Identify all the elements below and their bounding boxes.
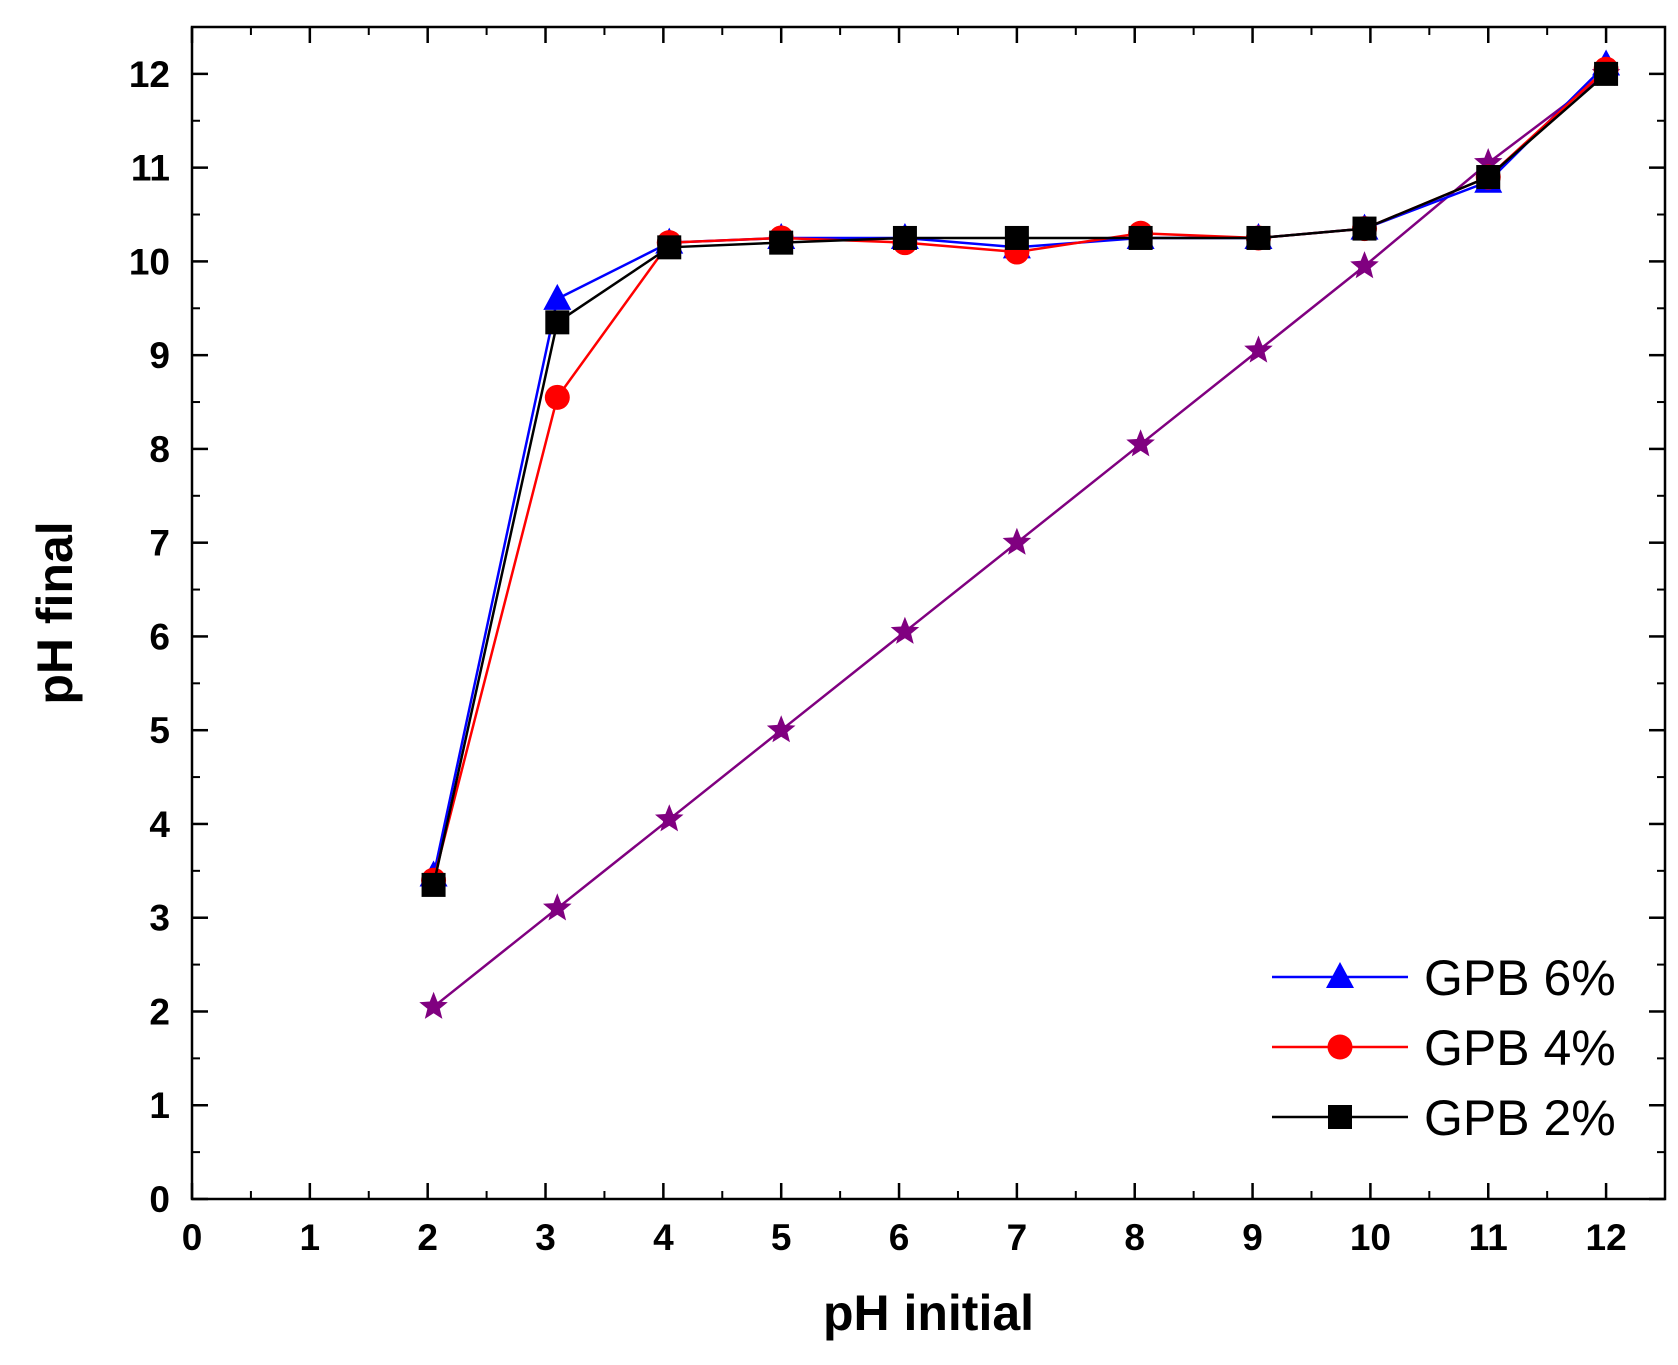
data-point bbox=[1476, 165, 1501, 190]
y-tick-label: 11 bbox=[131, 148, 170, 189]
data-point bbox=[766, 715, 796, 743]
series-layer bbox=[419, 49, 1621, 1019]
x-tick-label: 11 bbox=[1469, 1217, 1508, 1258]
y-tick-label: 3 bbox=[149, 898, 170, 939]
data-point bbox=[419, 991, 448, 1019]
x-tick-label: 12 bbox=[1586, 1217, 1627, 1258]
data-point bbox=[1246, 225, 1271, 250]
x-tick-label: 0 bbox=[182, 1217, 203, 1258]
data-point bbox=[421, 872, 446, 897]
x-tick-label: 1 bbox=[300, 1217, 321, 1258]
y-tick-label: 6 bbox=[149, 616, 170, 657]
legend-label: GPB 4% bbox=[1424, 1020, 1616, 1076]
data-point bbox=[1002, 527, 1032, 555]
x-tick-label: 9 bbox=[1242, 1217, 1263, 1258]
x-tick-label: 2 bbox=[417, 1217, 438, 1258]
x-tick-label: 5 bbox=[771, 1217, 792, 1258]
legend-item: GPB 6% bbox=[1272, 950, 1616, 1006]
x-tick-label: 7 bbox=[1007, 1217, 1028, 1258]
legend-item: GPB 4% bbox=[1272, 1020, 1616, 1076]
data-point bbox=[1594, 61, 1619, 86]
y-tick-label: 9 bbox=[149, 335, 170, 376]
data-point bbox=[1474, 148, 1503, 176]
y-tick-label: 7 bbox=[149, 523, 170, 564]
legend-marker bbox=[1326, 962, 1354, 988]
x-tick-label: 4 bbox=[653, 1217, 674, 1258]
legend-label: GPB 6% bbox=[1424, 950, 1616, 1006]
data-point bbox=[544, 384, 570, 410]
y-tick-label: 0 bbox=[149, 1179, 170, 1220]
legend-label: GPB 2% bbox=[1424, 1090, 1616, 1146]
data-point bbox=[1352, 216, 1377, 241]
x-tick-label: 3 bbox=[535, 1217, 556, 1258]
y-tick-label: 2 bbox=[149, 991, 170, 1032]
data-point bbox=[1350, 251, 1379, 279]
data-point bbox=[890, 616, 920, 644]
plot-frame bbox=[190, 25, 1667, 1201]
legend-marker bbox=[1327, 1034, 1353, 1060]
data-point bbox=[543, 893, 572, 921]
x-tick-label: 10 bbox=[1350, 1217, 1391, 1258]
legend-item: GPB 2% bbox=[1272, 1090, 1616, 1146]
data-point bbox=[543, 283, 572, 310]
data-point bbox=[545, 310, 570, 335]
data-point bbox=[1126, 429, 1155, 457]
series-square bbox=[421, 61, 1619, 897]
y-tick-label: 5 bbox=[149, 710, 170, 751]
data-point bbox=[655, 804, 684, 832]
y-tick-label: 8 bbox=[149, 429, 170, 470]
x-tick-label: 6 bbox=[889, 1217, 910, 1258]
y-axis-title: pH final bbox=[27, 521, 83, 704]
data-point bbox=[892, 225, 917, 250]
data-point bbox=[1128, 225, 1153, 250]
data-point bbox=[1244, 335, 1273, 363]
legend-marker bbox=[1328, 1105, 1352, 1129]
data-point bbox=[769, 230, 794, 255]
data-point bbox=[1004, 225, 1029, 250]
data-point bbox=[657, 235, 682, 260]
x-axis-title: pH initial bbox=[823, 1285, 1034, 1341]
legend: GPB 6% GPB 4% GPB 2% bbox=[1272, 950, 1616, 1146]
y-tick-label: 4 bbox=[149, 804, 170, 845]
x-tick-label: 8 bbox=[1124, 1217, 1145, 1258]
y-tick-label: 10 bbox=[129, 241, 170, 282]
y-tick-label: 1 bbox=[149, 1085, 170, 1126]
y-tick-label: 12 bbox=[129, 54, 170, 95]
